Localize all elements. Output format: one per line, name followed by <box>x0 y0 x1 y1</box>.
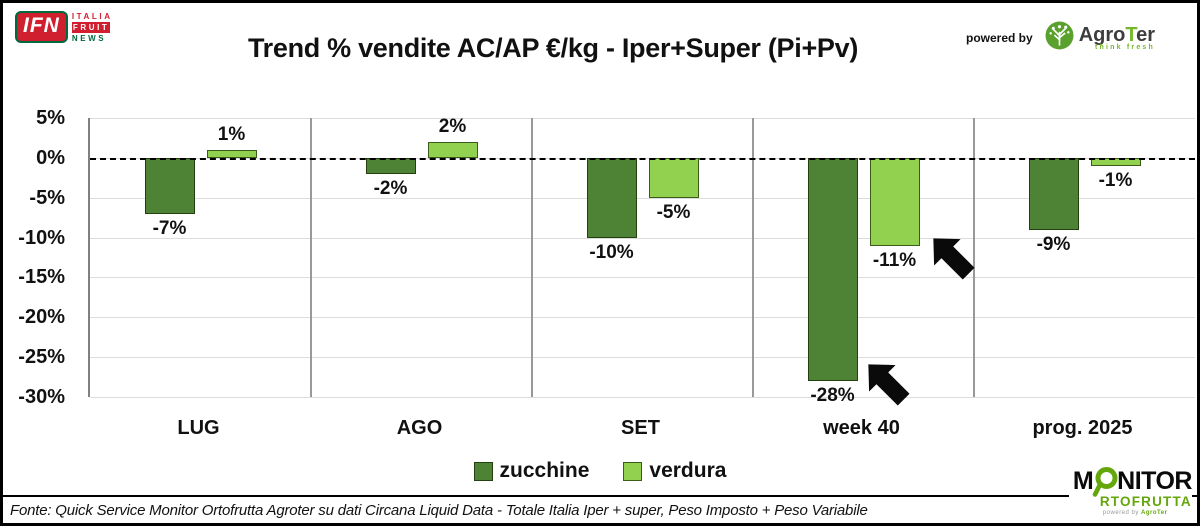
group-separator <box>531 118 533 397</box>
legend-item-zucchine: zucchine <box>473 459 590 483</box>
agroter-name: AgroTer <box>1078 23 1155 46</box>
y-tick-label: -5% <box>29 186 65 209</box>
monitor-ortofrutta-logo: M NITOR RTOFRUTTA powered by AgroTer <box>1068 465 1192 516</box>
source-note: Fonte: Quick Service Monitor Ortofrutta … <box>10 501 868 519</box>
group-separator <box>973 118 975 397</box>
bar-zucchine-prog. 2025 <box>1028 157 1079 230</box>
monitor-powered-by: powered by AgroTer <box>1102 510 1168 516</box>
bar-verdura-SET <box>648 157 699 198</box>
powered-by-block: powered by AgroTer think fresh <box>966 21 1155 55</box>
bar-value-label-verdura-week 40: -11% <box>872 249 917 271</box>
gridline <box>90 197 1195 199</box>
group-separator <box>752 118 754 397</box>
bar-value-label-zucchine-prog. 2025: -9% <box>1036 233 1071 255</box>
y-tick-label: -10% <box>18 226 65 249</box>
legend-item-verdura: verdura <box>623 459 726 483</box>
bar-value-label-zucchine-SET: -10% <box>589 241 634 263</box>
bar-zucchine-AGO <box>365 157 416 174</box>
ifn-logo-fruit: FRUIT <box>71 22 111 33</box>
ifn-logo-news: NEWS <box>71 34 107 43</box>
gridline <box>90 277 1195 279</box>
page-title: Trend % vendite AC/AP €/kg - Iper+Super … <box>247 33 859 63</box>
y-tick-label: 0% <box>36 146 65 169</box>
x-axis-category-labels: LUG AGO SET week 40 prog. 2025 <box>88 417 1193 440</box>
powered-by-label: powered by <box>966 31 1033 45</box>
plot-area: -7% -2% -10% -28% -9% 1% 2% -5% -11% -1% <box>88 115 1195 406</box>
bar-verdura-week 40 <box>869 157 920 246</box>
magnifier-icon <box>1092 466 1118 498</box>
bar-value-label-zucchine-AGO: -2% <box>373 177 408 199</box>
bar-value-label-verdura-SET: -5% <box>656 201 691 223</box>
gridline <box>90 317 1195 319</box>
y-tick-label: -25% <box>18 346 65 369</box>
chart-legend: zucchine verdura <box>3 459 1197 483</box>
bar-zucchine-week 40 <box>807 157 858 382</box>
gridline <box>90 118 1195 119</box>
gridline <box>90 396 1195 398</box>
legend-label-verdura: verdura <box>649 459 727 482</box>
y-tick-label: -15% <box>18 266 65 289</box>
monitor-wordmark-line1: M NITOR <box>1073 466 1192 498</box>
x-axis-label-prog-2025: prog. 2025 <box>1032 417 1133 439</box>
agroter-wordmark: AgroTer think fresh <box>1078 23 1155 51</box>
bar-value-label-verdura-prog. 2025: -1% <box>1098 169 1133 191</box>
group-separator <box>310 118 312 397</box>
bar-zucchine-SET <box>586 157 637 238</box>
y-tick-label: -30% <box>18 385 65 408</box>
gridline <box>90 357 1195 359</box>
agroter-logo: AgroTer think fresh <box>1045 21 1155 55</box>
bar-verdura-AGO <box>427 141 478 158</box>
ifn-logo-acronym: IFN <box>15 11 68 43</box>
legend-swatch-verdura <box>623 461 643 481</box>
gridline <box>90 237 1195 239</box>
zero-line-dashed <box>90 157 1195 160</box>
bar-zucchine-LUG <box>144 157 195 214</box>
y-tick-label: -20% <box>18 306 65 329</box>
legend-label-zucchine: zucchine <box>499 459 590 482</box>
x-axis-label-lug: LUG <box>177 417 220 439</box>
bar-value-label-zucchine-week 40: -28% <box>810 385 855 407</box>
ifn-logo-italia: ITALIA <box>71 12 113 21</box>
bar-value-label-verdura-LUG: 1% <box>217 123 246 145</box>
arrow-annotation-zucchine-week40 <box>868 364 910 406</box>
ifn-logo-text: ITALIA FRUIT NEWS <box>71 12 113 43</box>
legend-swatch-zucchine <box>473 461 493 481</box>
agroter-tree-icon <box>1045 21 1074 55</box>
y-axis-tick-labels: 5% 0% -5% -10% -15% -20% -25% -30% <box>9 107 65 408</box>
footer-bar: Fonte: Quick Service Monitor Ortofrutta … <box>3 495 1197 523</box>
x-axis-label-week-40: week 40 <box>823 417 900 439</box>
y-tick-label: 5% <box>36 107 65 129</box>
bar-value-label-zucchine-LUG: -7% <box>152 217 187 239</box>
bar-verdura-LUG <box>206 149 257 158</box>
bar-value-label-verdura-AGO: 2% <box>438 115 467 137</box>
monitor-wordmark-line2: RTOFRUTTA <box>1099 493 1192 509</box>
x-axis-label-ago: AGO <box>396 417 443 439</box>
x-axis-label-set: SET <box>621 417 660 439</box>
arrow-annotation-verdura-week40 <box>933 238 975 280</box>
agroter-tagline: think fresh <box>1095 43 1155 51</box>
ifn-logo: IFN ITALIA FRUIT NEWS <box>15 11 113 43</box>
